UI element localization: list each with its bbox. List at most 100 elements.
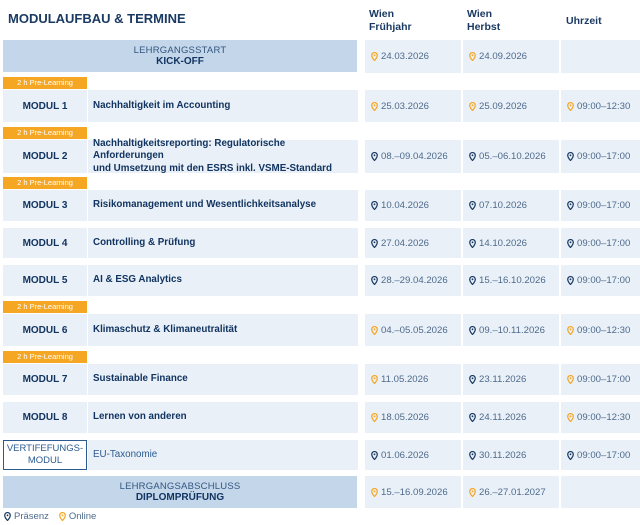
- module-date-autumn: 24.11.2026: [463, 402, 559, 433]
- final-date-autumn: 26.–27.01.2027: [463, 476, 559, 508]
- time-text: 09:00–17:00: [577, 200, 631, 211]
- module-title: Nachhaltigkeitsreporting: Regulatorische…: [88, 137, 358, 174]
- module-label: MODUL 3: [3, 190, 87, 221]
- module-title: Sustainable Finance: [88, 364, 358, 395]
- module-date-spring: 08.–09.04.2026: [365, 140, 461, 173]
- presence-pin-icon: [469, 325, 476, 335]
- online-pin-icon: [371, 325, 378, 335]
- module-title-text: Controlling & Prüfung: [93, 236, 196, 248]
- date-text: 28.–29.04.2026: [381, 275, 448, 286]
- column-header-autumn: Wien Herbst: [467, 8, 500, 34]
- legend-presence: Präsenz: [4, 511, 49, 522]
- date-text: 25.09.2026: [479, 100, 528, 112]
- module-title: EU-Taxonomie: [88, 440, 358, 470]
- module-label: MODUL 8: [3, 402, 87, 433]
- online-pin-icon: [567, 325, 574, 335]
- online-pin-icon: [371, 487, 378, 497]
- column-header-spring: Wien Frühjahr: [369, 8, 412, 34]
- time-text: 09:00–17:00: [577, 151, 631, 162]
- legend-presence-label: Präsenz: [14, 511, 49, 522]
- module-date-spring: 25.03.2026: [365, 90, 461, 122]
- presence-pin-icon: [469, 201, 476, 210]
- module-time: 09:00–17:00: [561, 140, 640, 173]
- time-text: 09:00–17:00: [577, 374, 631, 385]
- time-text: 09:00–12:30: [577, 412, 631, 423]
- module-title: AI & ESG Analytics: [88, 265, 358, 296]
- date-text: 24.09.2026: [479, 51, 528, 62]
- presence-pin-icon: [371, 238, 378, 248]
- date-text: 30.11.2026: [479, 449, 527, 461]
- kickoff-main: KICK-OFF: [156, 55, 204, 67]
- module-title: Lernen von anderen: [88, 402, 358, 433]
- legend: Präsenz Online: [4, 511, 106, 522]
- column-bg-spring: [365, 40, 461, 73]
- module-label-line2: MODUL: [27, 455, 63, 466]
- module-title: Nachhaltigkeit im Accounting: [88, 90, 358, 122]
- date-text: 11.05.2026: [381, 374, 429, 385]
- online-pin-icon: [567, 413, 574, 422]
- online-pin-icon: [469, 487, 476, 497]
- module-title-text: Nachhaltigkeit im Accounting: [93, 99, 231, 111]
- module-time: 09:00–12:30: [561, 90, 640, 122]
- module-title-text: Risikomanagement und Wesentlichkeitsanal…: [93, 199, 317, 211]
- module-time: 09:00–12:30: [561, 314, 640, 346]
- module-time: 09:00–17:00: [561, 440, 640, 470]
- date-text: 24.03.2026: [381, 51, 430, 62]
- column-header-spring-line1: Wien: [369, 8, 394, 20]
- module-date-autumn: 14.10.2026: [463, 228, 559, 258]
- module-date-spring: 18.05.2026: [365, 402, 461, 433]
- online-pin-icon: [371, 52, 378, 61]
- legend-online: Online: [58, 511, 97, 522]
- page-title: MODULAUFBAU & TERMINE: [8, 11, 186, 26]
- module-date-autumn: 25.09.2026: [463, 90, 559, 122]
- online-pin-icon: [371, 375, 378, 384]
- module-date-spring: 28.–29.04.2026: [365, 265, 461, 296]
- module-title-line1: Nachhaltigkeitsreporting: Regulatorische…: [93, 137, 286, 162]
- module-time: 09:00–17:00: [561, 265, 640, 296]
- date-text: 09.–10.11.2026: [479, 324, 545, 336]
- pre-learning-badge: 2 h Pre-Learning: [3, 127, 87, 139]
- presence-pin-icon: [371, 201, 378, 210]
- module-title-line2: und Umsetzung mit den ESRS inkl. VSME-St…: [93, 162, 332, 174]
- module-title: Klimaschutz & Klimaneutralität: [88, 314, 358, 346]
- presence-pin-icon: [469, 375, 476, 384]
- module-date-spring: 11.05.2026: [365, 364, 461, 395]
- presence-pin-icon: [469, 450, 476, 460]
- module-label: MODUL 1: [3, 90, 87, 122]
- date-text: 23.11.2026: [479, 374, 527, 385]
- kickoff-date-autumn: 24.09.2026: [463, 40, 559, 73]
- module-title-text: Sustainable Finance: [93, 373, 188, 385]
- module-title-text: Klimaschutz & Klimaneutralität: [93, 323, 238, 335]
- module-label: MODUL 4: [3, 228, 87, 258]
- online-pin-icon: [567, 101, 574, 111]
- time-text: 09:00–17:00: [577, 275, 631, 286]
- pre-learning-badge: 2 h Pre-Learning: [3, 77, 87, 89]
- module-date-autumn: 05.–06.10.2026: [463, 140, 559, 173]
- presence-pin-icon: [371, 152, 378, 161]
- column-bg-time-final: [561, 476, 640, 508]
- presence-pin-icon: [469, 238, 476, 248]
- date-text: 15.–16.09.2026: [381, 486, 448, 498]
- online-pin-icon: [567, 375, 574, 384]
- module-time: 09:00–17:00: [561, 228, 640, 258]
- date-text: 10.04.2026: [381, 200, 430, 211]
- final-date-spring: 15.–16.09.2026: [365, 476, 461, 508]
- date-text: 18.05.2026: [381, 412, 430, 423]
- online-pin-icon: [469, 52, 476, 61]
- column-bg-time: [561, 40, 640, 73]
- presence-pin-icon: [371, 450, 378, 460]
- pre-learning-badge: 2 h Pre-Learning: [3, 351, 87, 363]
- module-label: VERTIFEFUNGS- MODUL: [3, 440, 87, 470]
- module-label: MODUL 5: [3, 265, 87, 296]
- time-text: 09:00–17:00: [577, 237, 631, 249]
- presence-pin-icon: [469, 152, 476, 161]
- column-header-autumn-line2: Herbst: [467, 21, 501, 33]
- date-text: 25.03.2026: [381, 100, 430, 112]
- online-pin-icon: [371, 101, 378, 111]
- presence-pin-icon: [567, 238, 574, 248]
- legend-online-label: Online: [68, 511, 97, 522]
- final-band: LEHRGANGSABSCHLUSS DIPLOMPRÜFUNG: [3, 476, 357, 508]
- date-text: 05.–06.10.2026: [479, 151, 546, 162]
- column-header-spring-line2: Frühjahr: [369, 21, 412, 33]
- presence-pin-icon: [567, 201, 574, 210]
